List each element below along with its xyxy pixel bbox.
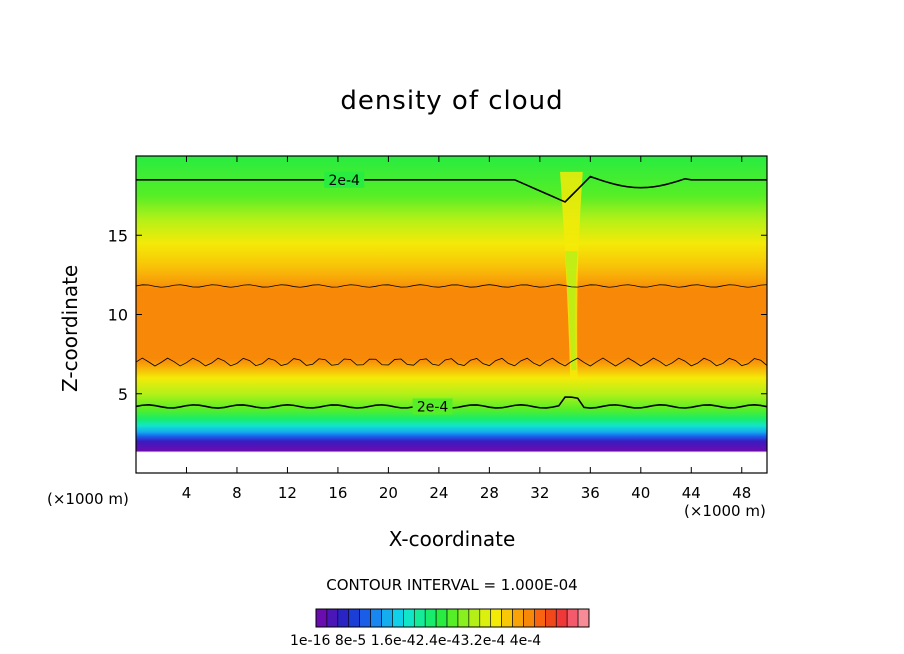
y-tick-label: 15 [108, 226, 128, 245]
colorbar-swatch [523, 608, 535, 628]
colorbar-swatch [392, 608, 404, 628]
contour-top-cloud [135, 284, 768, 288]
colorbar-swatch [348, 608, 360, 628]
colorbar-swatch [479, 608, 492, 628]
chart-title: density of cloud [340, 86, 564, 116]
colorbar-swatch [326, 608, 339, 628]
colorbar-swatch [457, 608, 470, 628]
colorbar-swatch [577, 608, 590, 628]
x-unit-left: (×1000 m) [47, 490, 129, 508]
colorbar-swatch [446, 608, 459, 628]
colorbar-frame [315, 608, 590, 628]
colorbar-swatch [370, 608, 382, 628]
colorbar-swatch [468, 608, 481, 628]
x-tick-label: 20 [379, 484, 398, 502]
contour-interval: CONTOUR INTERVAL = 1.000E-04 [326, 576, 578, 594]
colorbar-swatch [424, 608, 437, 628]
x-tick-label: 28 [480, 484, 499, 502]
colorbar-swatch [359, 608, 371, 628]
x-tick-label: 24 [429, 484, 448, 502]
contour-label: 2e-4 [328, 173, 360, 189]
x-tick-label: 32 [530, 484, 549, 502]
contour-upper [136, 175, 767, 203]
x-axis-label: X-coordinate [388, 527, 516, 551]
colorbar-swatch [337, 608, 350, 628]
y-axis-label: Z-coordinate [58, 264, 82, 392]
colorbar-swatch [413, 608, 426, 628]
colorbar-swatch [315, 608, 328, 628]
x-unit-right: (×1000 m) [684, 502, 766, 520]
cloud-break-core [565, 251, 578, 370]
colorbar-swatch [534, 608, 546, 628]
colorbar-swatch [512, 608, 524, 628]
colorbar-swatch [435, 608, 448, 628]
x-tick-label: 16 [328, 484, 347, 502]
x-tick-label: 4 [182, 484, 192, 502]
colorbar-swatch [490, 608, 502, 628]
y-tick-label: 5 [118, 385, 128, 404]
colorbar-swatch [381, 608, 393, 628]
heatmap-field [136, 156, 767, 473]
x-tick-label: 36 [581, 484, 600, 502]
x-tick-label: 8 [232, 484, 242, 502]
colorbar-swatch [501, 608, 513, 628]
colorbar-swatch [403, 608, 415, 628]
contour-label: 2e-4 [417, 399, 449, 415]
x-tick-label: 12 [278, 484, 297, 502]
colorbar-swatch [555, 608, 568, 628]
contour-bottom-cloud [135, 357, 768, 367]
y-tick-label: 10 [108, 306, 128, 325]
x-tick-label: 44 [682, 484, 701, 502]
colorbar-swatch [545, 608, 557, 628]
x-tick-label: 40 [631, 484, 650, 502]
x-tick-label: 48 [732, 484, 751, 502]
colorbar-labels: 1e-16 8e-5 1.6e-42.4e-43.2e-4 4e-4 [290, 633, 542, 649]
colorbar-swatch [566, 608, 579, 628]
